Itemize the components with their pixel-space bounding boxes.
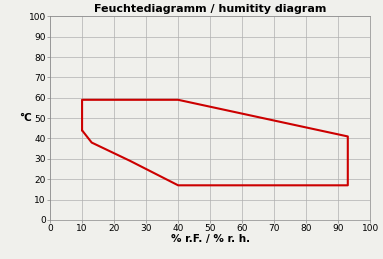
Title: Feuchtediagramm / humitity diagram: Feuchtediagramm / humitity diagram	[94, 4, 326, 14]
X-axis label: % r.F. / % r. h.: % r.F. / % r. h.	[170, 234, 250, 244]
Y-axis label: °C: °C	[20, 113, 32, 123]
